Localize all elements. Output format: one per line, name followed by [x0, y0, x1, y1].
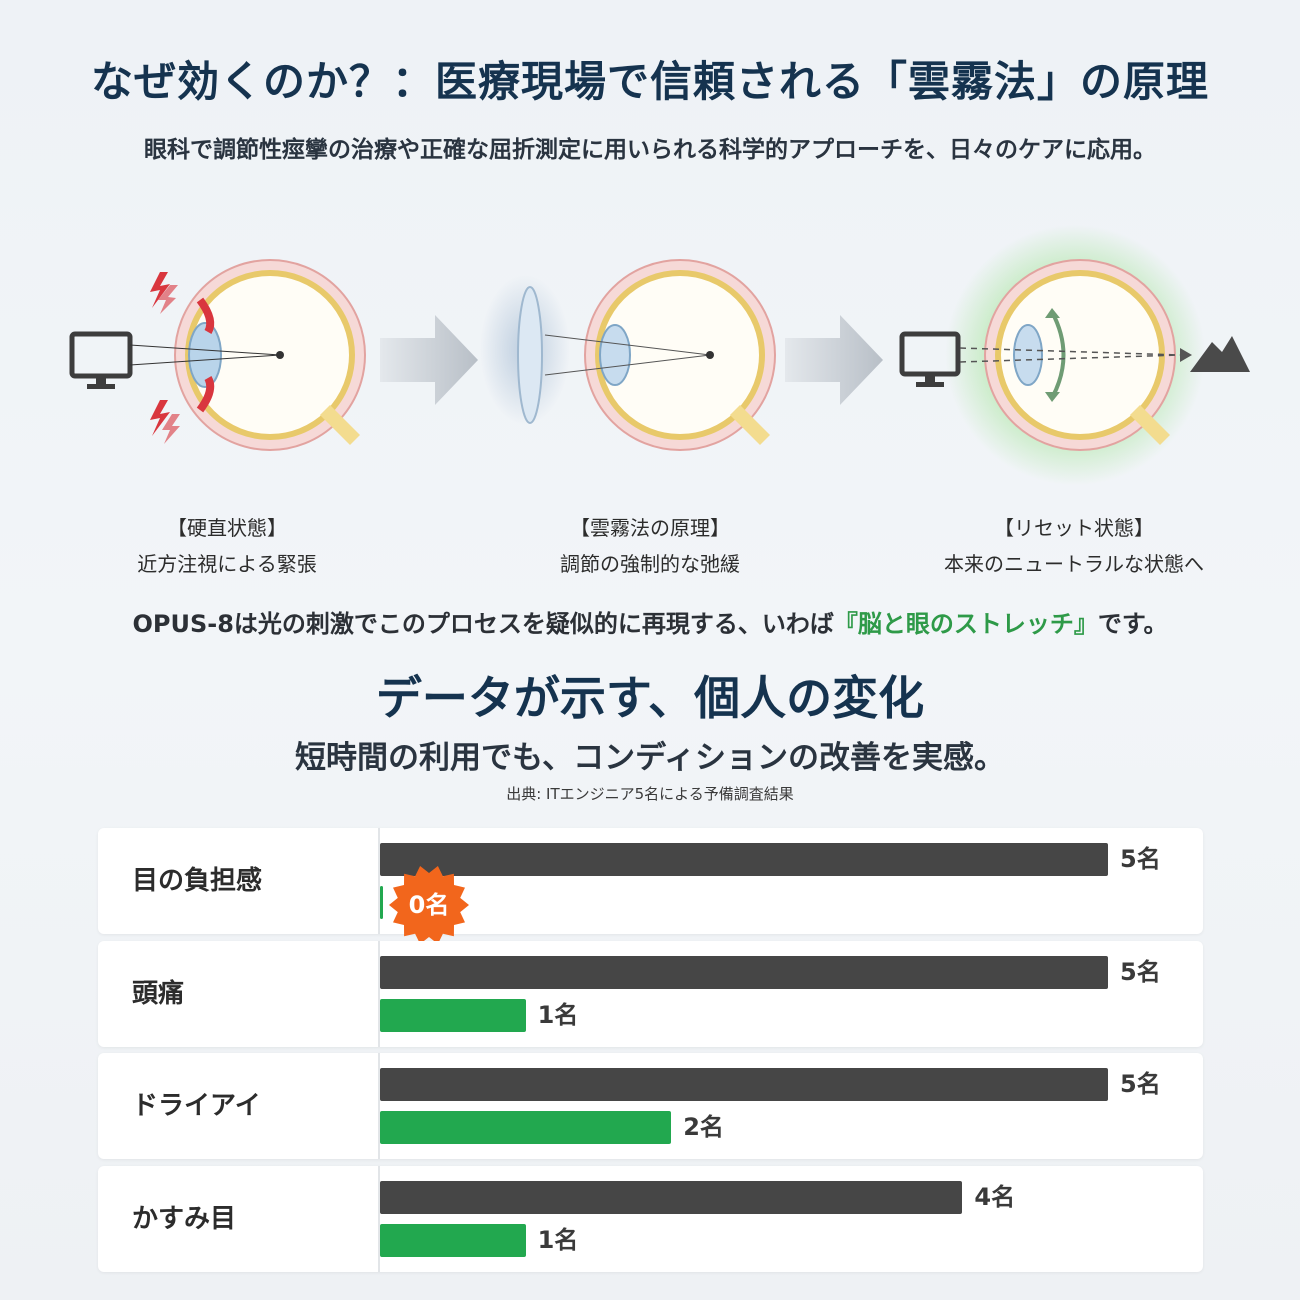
bar-before [380, 1068, 1108, 1101]
eye-icon [544, 259, 776, 451]
fogging-method-diagram [69, 225, 1250, 485]
monitor-icon [69, 331, 133, 389]
value-label-before: 5名 [1120, 845, 1161, 873]
stage-2-label: 【雲霧法の原理】 [570, 516, 730, 540]
category-label: かすみ目 [132, 1204, 237, 1234]
chart-row: ドライアイ 5名 2名 [98, 1053, 1203, 1159]
bar-after [380, 999, 526, 1032]
value-label-after: 1名 [537, 1001, 579, 1029]
arrow-right-icon [380, 315, 478, 405]
eye-icon [129, 259, 366, 451]
bar-after [380, 886, 383, 919]
opus-text-post: です。 [1097, 610, 1168, 638]
category-label: 頭痛 [132, 979, 185, 1009]
bar-after [380, 1111, 672, 1144]
burst-badge-icon [389, 866, 469, 944]
mountain-icon [1190, 336, 1250, 372]
stage-2-illustration [480, 259, 776, 451]
value-label-before: 4名 [974, 1183, 1016, 1211]
stage-3-illustration [899, 225, 1250, 485]
stage-1-label: 【硬直状態】 [167, 516, 287, 540]
lens-icon [517, 286, 543, 424]
stage-3-caption: 【リセット状態】 本来のニュートラルな状態へ [924, 510, 1224, 582]
bar-before [380, 956, 1108, 989]
stage-1-caption: 【硬直状態】 近方注視による緊張 [77, 510, 377, 582]
page-subtitle: 眼科で調節性痙攣の治療や正確な屈折測定に用いられる科学的アプローチを、日々のケア… [144, 137, 1156, 163]
value-label-after: 2名 [683, 1113, 724, 1141]
axis-divider [378, 1053, 380, 1159]
stage-2-desc: 調節の強制的な弛緩 [560, 552, 740, 576]
bar-before [380, 843, 1108, 876]
bar-after [380, 1224, 526, 1257]
value-label-after: 0名 [408, 891, 450, 919]
data-source: 出典: ITエンジニア5名による予備調査結果 [506, 785, 794, 803]
data-heading: データが示す、個人の変化 [375, 671, 925, 725]
eye-icon [959, 259, 1192, 451]
bar-before [380, 1181, 963, 1214]
page-title: なぜ効くのか？：医療現場で信頼される「雲霧法」の原理 [90, 57, 1209, 106]
axis-divider [378, 1166, 380, 1272]
opus-text-pre: OPUS-8は光の刺激でこのプロセスを疑似的に再現する、いわば [132, 610, 834, 638]
stage-1-desc: 近方注視による緊張 [137, 552, 317, 576]
opus-statement: OPUS-8は光の刺激でこのプロセスを疑似的に再現する、いわば『脳と眼のストレッ… [0, 604, 1300, 639]
chart-row: かすみ目 4名 1名 [98, 1166, 1203, 1272]
value-label-after: 1名 [537, 1226, 579, 1254]
data-subheading: 短時間の利用でも、コンディションの改善を実感。 [295, 740, 1005, 776]
arrow-right-icon [785, 315, 883, 405]
chart-row: 目の負担感 5名 0名 [98, 828, 1203, 944]
monitor-icon [899, 331, 961, 387]
category-label: ドライアイ [132, 1091, 261, 1121]
stage-3-label: 【リセット状態】 [994, 516, 1154, 540]
stage-1-illustration [69, 259, 366, 451]
stage-2-caption: 【雲霧法の原理】 調節の強制的な弛緩 [500, 510, 800, 582]
chart-row: 頭痛 5名 1名 [98, 941, 1203, 1047]
value-label-before: 5名 [1120, 958, 1161, 986]
axis-divider [378, 941, 380, 1047]
category-label: 目の負担感 [132, 866, 263, 896]
lightning-icon [150, 272, 180, 444]
stage-3-desc: 本来のニュートラルな状態へ [944, 552, 1204, 576]
axis-divider [378, 828, 380, 934]
value-label-before: 5名 [1120, 1070, 1161, 1098]
opus-highlight: 『脳と眼のストレッチ』 [833, 610, 1098, 638]
